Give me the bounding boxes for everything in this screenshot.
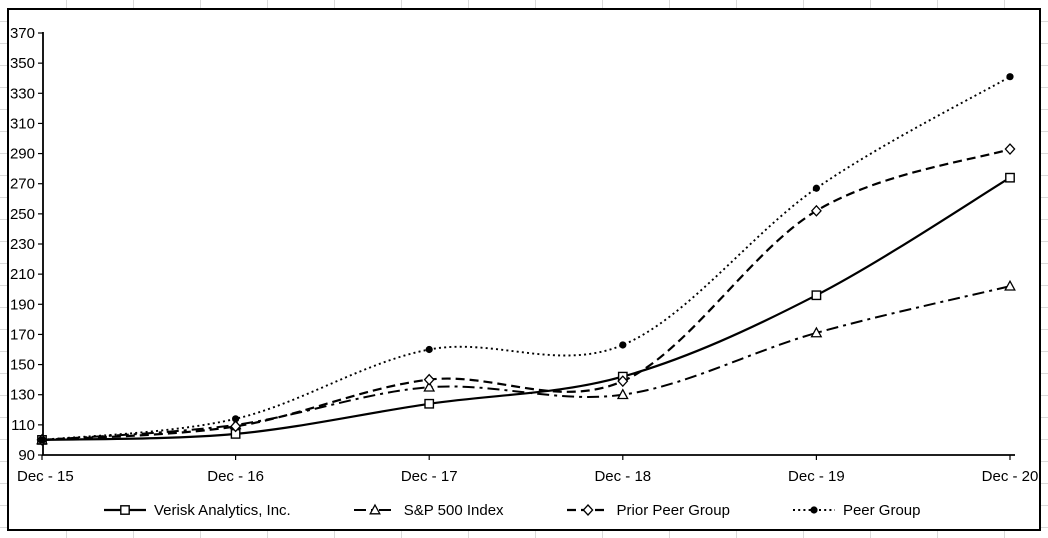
data-point-marker	[810, 326, 823, 338]
y-tick-label: 170	[10, 326, 35, 343]
legend-item-1: Verisk Analytics, Inc.	[103, 502, 291, 519]
data-point-marker	[1004, 143, 1016, 156]
data-point-marker	[368, 503, 381, 515]
y-tick-label: 190	[10, 296, 35, 313]
legend-item-4: Peer Group	[792, 501, 921, 519]
y-tick-label: 150	[10, 357, 35, 374]
data-point-marker	[424, 398, 435, 409]
legend-item-3: Prior Peer Group	[566, 502, 730, 519]
chart-legend: Verisk Analytics, Inc. S&P 500 Index Prior…	[9, 499, 1039, 521]
series-line-4	[41, 75, 1011, 441]
data-point-marker	[811, 290, 822, 301]
y-tick-label: 310	[10, 115, 35, 132]
series-line-2	[41, 285, 1011, 441]
data-point-marker	[38, 436, 46, 444]
legend-line-sample	[104, 505, 146, 515]
data-point-marker	[232, 415, 240, 423]
y-tick-label: 350	[10, 55, 35, 72]
legend-item-2: S&P 500 Index	[353, 502, 504, 519]
y-tick-label: 90	[18, 447, 35, 464]
legend-line-sample	[353, 503, 396, 515]
legend-line-sample	[566, 504, 609, 516]
x-tick-label: Dec - 19	[788, 468, 845, 485]
data-point-marker	[423, 373, 435, 386]
x-tick-label: Dec - 15	[17, 468, 74, 485]
y-tick-label: 370	[10, 25, 35, 42]
chart-frame: 90 110 130 150 170 190 210 230 250 270 290 310 330 35…	[7, 8, 1041, 531]
data-point-marker	[812, 184, 821, 192]
data-point-marker	[810, 204, 822, 217]
legend-label: Prior Peer Group	[616, 501, 730, 519]
x-tick-label: Dec - 16	[207, 468, 264, 485]
data-point-marker	[120, 505, 130, 515]
y-tick-label: 210	[10, 266, 35, 283]
data-point-marker	[1004, 279, 1016, 291]
data-point-marker	[230, 420, 242, 433]
y-tick-label: 290	[10, 146, 35, 163]
y-tick-label: 330	[10, 85, 35, 102]
y-tick-label: 130	[10, 387, 35, 404]
data-point-marker	[616, 388, 629, 400]
data-point-marker	[1005, 172, 1015, 183]
data-point-marker	[810, 506, 818, 514]
y-tick-label: 230	[10, 236, 35, 253]
series-line-3	[41, 148, 1011, 442]
x-tick-label: Dec - 17	[401, 468, 458, 485]
data-point-marker	[582, 504, 594, 516]
legend-line-sample	[792, 506, 835, 514]
legend-label: Verisk Analytics, Inc.	[154, 501, 291, 519]
legend-label: Peer Group	[842, 501, 921, 519]
data-point-marker	[423, 380, 436, 392]
y-tick-label: 250	[10, 206, 35, 223]
y-tick-label: 110	[11, 417, 35, 434]
y-tick-label: 270	[10, 176, 35, 193]
data-point-marker	[425, 345, 433, 354]
data-point-marker	[1006, 73, 1014, 81]
series-line-1	[41, 176, 1011, 442]
performance-line-chart: 90 110 130 150 170 190 210 230 250 270 290 310 330 35…	[10, 25, 1039, 485]
data-point-marker	[619, 341, 627, 349]
x-tick-label: Dec - 18	[594, 468, 651, 485]
x-tick-label: Dec - 20	[982, 468, 1039, 485]
legend-label: S&P 500 Index	[403, 501, 504, 519]
data-point-marker	[617, 375, 629, 388]
